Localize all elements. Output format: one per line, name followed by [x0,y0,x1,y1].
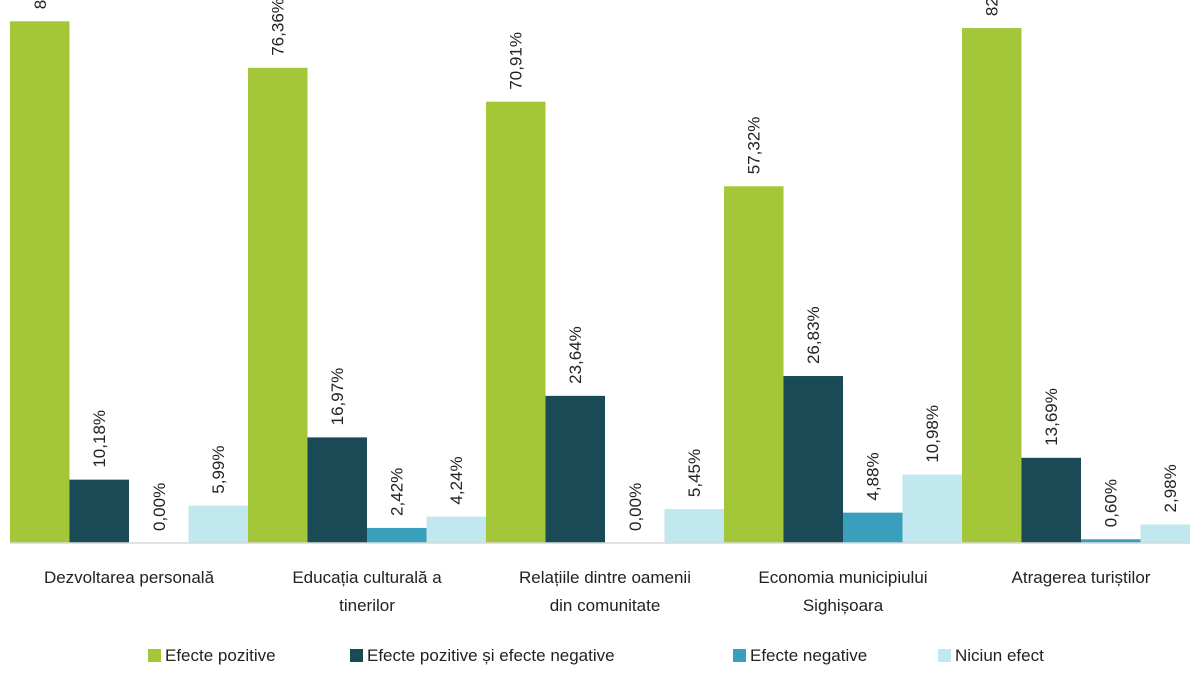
legend-label-3: Efecte negative [750,646,867,665]
legend-swatch-1 [148,649,161,662]
value-label-3-series-4: 5,45% [685,449,704,497]
category-label-1-line-1: Dezvoltarea personală [44,568,215,587]
bar-2-series-1 [248,68,308,543]
value-label-5-series-3: 0,60% [1102,479,1121,527]
value-label-1-series-1: 83,83% [31,0,50,9]
value-label-1-series-2: 10,18% [90,410,109,468]
bar-2-series-2 [308,437,368,543]
category-label-3-line-1: Relațiile dintre oamenii [519,568,691,587]
value-label-4-series-2: 26,83% [804,306,823,364]
legend-swatch-3 [733,649,746,662]
category-label-5-line-1: Atragerea turiștilor [1012,568,1151,587]
value-label-2-series-1: 76,36% [269,0,288,56]
legend: Efecte pozitive Efecte pozitive și efecte… [148,646,1044,665]
value-label-3-series-1: 70,91% [507,32,526,90]
bar-3-series-2 [546,396,606,543]
bar-1-series-2 [70,480,130,543]
category-labels-layer: Dezvoltarea personală Educația culturală … [44,568,1151,615]
value-label-2-series-4: 4,24% [447,456,466,504]
bar-2-series-4 [427,517,487,543]
category-label-2-line-2: tinerilor [339,596,395,615]
value-label-3-series-2: 23,64% [566,326,585,384]
value-label-4-series-4: 10,98% [923,405,942,463]
category-label-4-line-2: Sighișoara [803,596,884,615]
bars-layer [10,21,1190,543]
value-label-2-series-3: 2,42% [388,468,407,516]
legend-swatch-4 [938,649,951,662]
bar-4-series-1 [724,186,784,543]
value-label-4-series-3: 4,88% [864,452,883,500]
legend-label-1: Efecte pozitive [165,646,276,665]
category-label-2-line-1: Educația culturală a [292,568,442,587]
bar-5-series-1 [962,28,1022,543]
category-label-4-line-1: Economia municipiului [758,568,927,587]
bar-4-series-2 [784,376,844,543]
bar-3-series-4 [665,509,725,543]
value-label-5-series-4: 2,98% [1161,464,1180,512]
value-label-5-series-1: 82,74% [983,0,1002,16]
category-label-3-line-2: din comunitate [550,596,661,615]
value-label-5-series-2: 13,69% [1042,388,1061,446]
bar-1-series-4 [189,506,249,543]
value-label-3-series-3: 0,00% [626,483,645,531]
value-label-2-series-2: 16,97% [328,368,347,426]
value-label-1-series-3: 0,00% [150,483,169,531]
bar-5-series-2 [1022,458,1082,543]
legend-swatch-2 [350,649,363,662]
bar-5-series-4 [1141,524,1190,543]
legend-label-2: Efecte pozitive și efecte negative [367,646,615,665]
value-label-4-series-1: 57,32% [745,117,764,175]
legend-label-4: Niciun efect [955,646,1044,665]
bar-3-series-1 [486,102,546,543]
bar-4-series-4 [903,475,963,543]
bar-1-series-1 [10,21,70,543]
value-label-1-series-4: 5,99% [209,446,228,494]
bar-4-series-3 [843,513,903,543]
bar-2-series-3 [367,528,427,543]
